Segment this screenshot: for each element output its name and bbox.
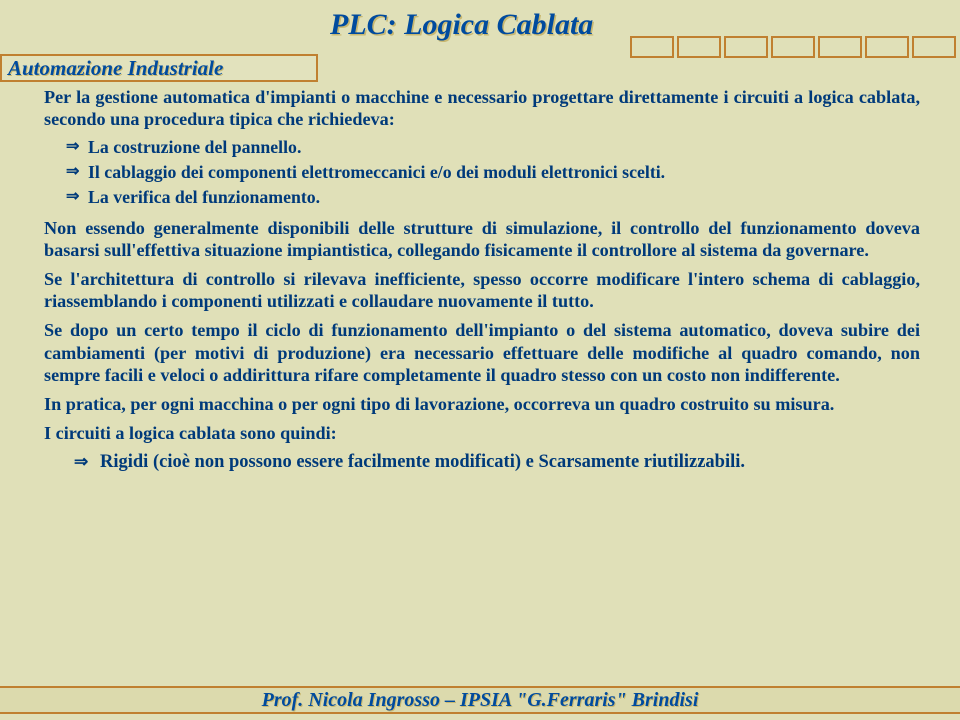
bullet-item: La verifica del funzionamento. bbox=[66, 187, 920, 209]
final-bullet: Rigidi (cioè non possono essere facilmen… bbox=[74, 451, 920, 474]
bullet-item: Il cablaggio dei componenti elettromecca… bbox=[66, 162, 920, 184]
paragraph: Se l'architettura di controllo si rileva… bbox=[44, 268, 920, 312]
subtitle: Automazione Industriale bbox=[8, 56, 223, 81]
decorative-box bbox=[771, 36, 815, 58]
decorative-box bbox=[818, 36, 862, 58]
paragraph: Se dopo un certo tempo il ciclo di funzi… bbox=[44, 319, 920, 386]
decorative-box bbox=[677, 36, 721, 58]
paragraph: I circuiti a logica cablata sono quindi: bbox=[44, 422, 920, 444]
decorative-boxes bbox=[630, 36, 956, 58]
bullet-list-1: La costruzione del pannello. Il cablaggi… bbox=[66, 137, 920, 208]
paragraph: In pratica, per ogni macchina o per ogni… bbox=[44, 393, 920, 415]
intro-paragraph: Per la gestione automatica d'impianti o … bbox=[44, 86, 920, 130]
paragraph: Non essendo generalmente disponibili del… bbox=[44, 217, 920, 261]
footer-bar: Prof. Nicola Ingrosso – IPSIA "G.Ferrari… bbox=[0, 686, 960, 714]
bullet-item: La costruzione del pannello. bbox=[66, 137, 920, 159]
footer-text: Prof. Nicola Ingrosso – IPSIA "G.Ferrari… bbox=[262, 689, 699, 712]
decorative-box bbox=[724, 36, 768, 58]
decorative-box bbox=[865, 36, 909, 58]
content-area: Per la gestione automatica d'impianti o … bbox=[44, 86, 920, 474]
page-title: PLC: Logica Cablata bbox=[330, 8, 593, 42]
decorative-box bbox=[630, 36, 674, 58]
decorative-box bbox=[912, 36, 956, 58]
subtitle-bar: Automazione Industriale bbox=[0, 54, 318, 82]
